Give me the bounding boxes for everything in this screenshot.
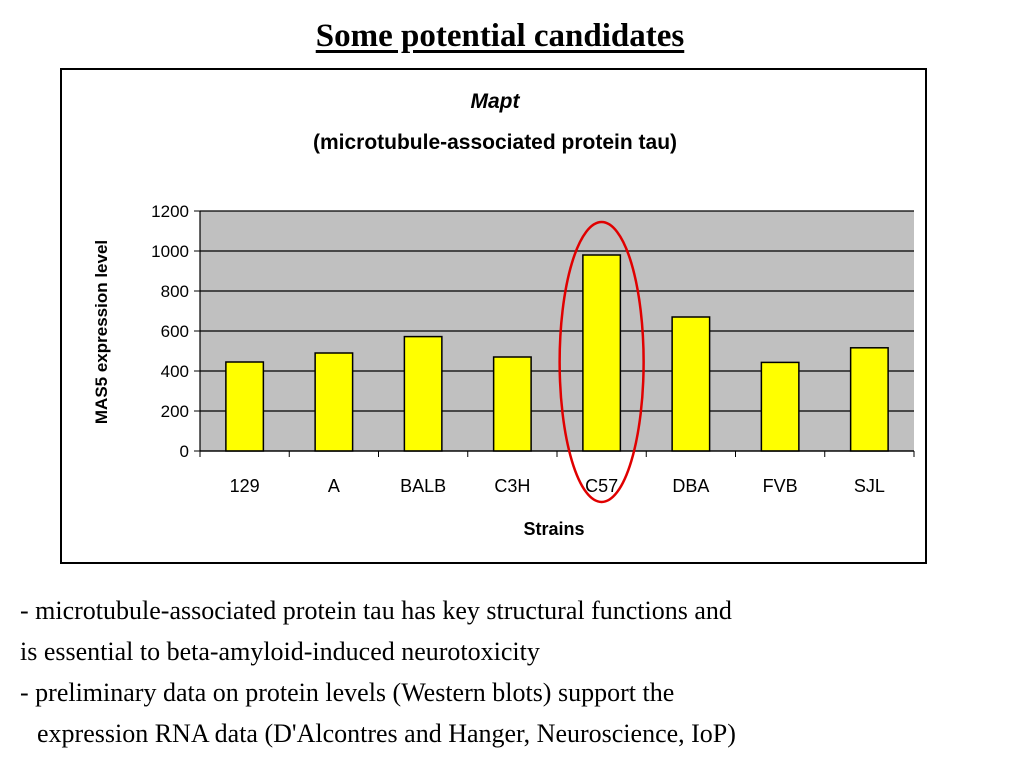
- x-tick-label: SJL: [854, 476, 885, 496]
- x-tick-label: A: [328, 476, 340, 496]
- bar-129: [225, 361, 265, 452]
- y-tick-label: 1000: [151, 242, 189, 261]
- axes: [194, 210, 915, 457]
- bullet-line-2: is essential to beta-amyloid-induced neu…: [20, 637, 540, 666]
- x-axis-label: Strains: [523, 519, 584, 539]
- bar-fvb: [760, 361, 800, 452]
- bullet-line-4: expression RNA data (D'Alcontres and Han…: [37, 719, 736, 748]
- y-tick-label: 0: [180, 442, 189, 461]
- bullet-line-1: - microtubule-associated protein tau has…: [20, 596, 732, 625]
- bar-c3h: [492, 356, 532, 452]
- x-tick-label: C3H: [494, 476, 530, 496]
- y-tick-label: 200: [161, 402, 189, 421]
- bar-balb: [403, 335, 443, 452]
- bar-a: [314, 352, 354, 452]
- y-tick-label: 400: [161, 362, 189, 381]
- x-tick-label: DBA: [672, 476, 709, 496]
- x-tick-label: FVB: [763, 476, 798, 496]
- bullet-line-3: - preliminary data on protein levels (We…: [20, 678, 675, 707]
- x-tick-label: C57: [585, 476, 618, 496]
- y-tick-label: 600: [161, 322, 189, 341]
- bullet-text: - microtubule-associated protein tau has…: [20, 590, 1010, 754]
- chart-title: Mapt: [471, 90, 521, 113]
- bar-chart: Mapt (microtubule-associated protein tau…: [92, 90, 915, 539]
- y-tick-label: 1200: [151, 202, 189, 221]
- x-tick-labels: 129 A BALB C3H C57 DBA FVB SJL: [230, 476, 885, 496]
- chart-frame: Mapt (microtubule-associated protein tau…: [60, 68, 927, 564]
- y-tick-labels: 0 200 400 600 800 1000 1200: [151, 202, 189, 461]
- slide-title: Some potential candidates: [315, 18, 685, 54]
- chart-subtitle: (microtubule-associated protein tau): [313, 131, 677, 154]
- x-tick-label: 129: [230, 476, 260, 496]
- bar-dba: [671, 316, 711, 452]
- y-axis-label: MAS5 expression level: [92, 240, 111, 424]
- bar-sjl: [849, 347, 889, 452]
- highlight-ellipse: [558, 220, 645, 504]
- y-tick-label: 800: [161, 282, 189, 301]
- bar-c57: [582, 254, 622, 452]
- x-tick-label: BALB: [400, 476, 446, 496]
